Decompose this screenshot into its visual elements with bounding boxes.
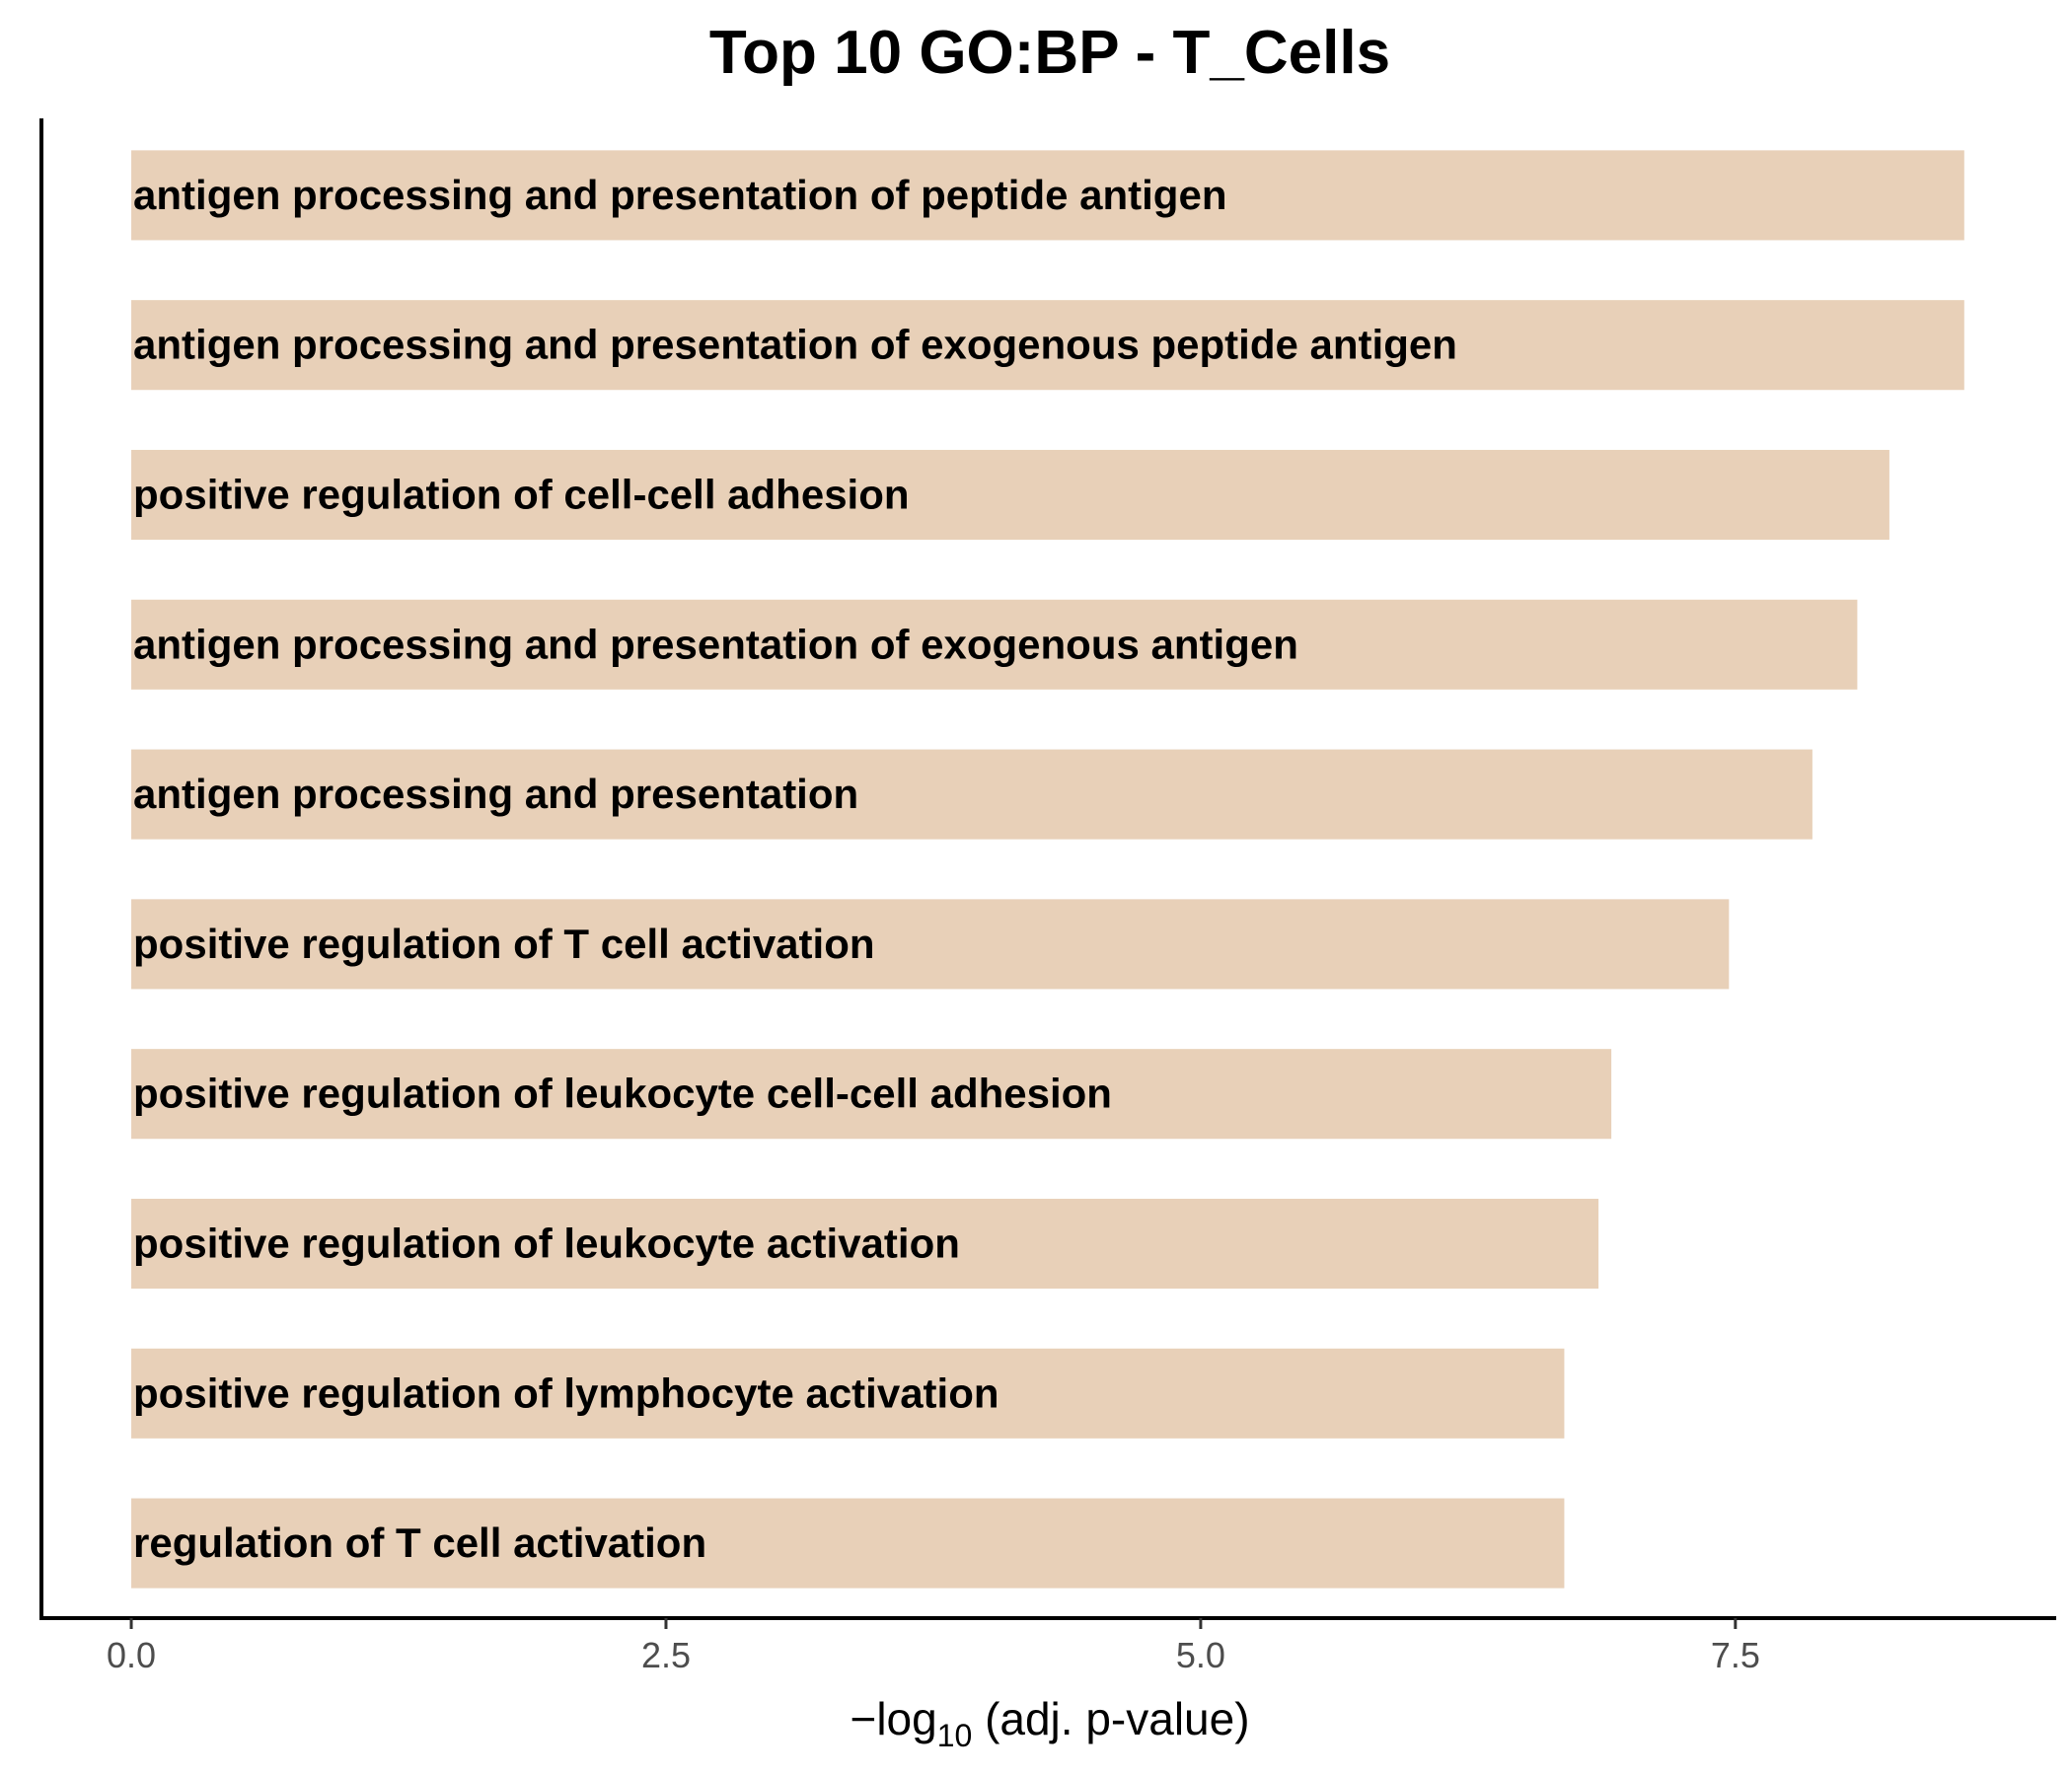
bar-label-4: antigen processing and presentation of e…	[133, 621, 1298, 667]
bar-label-2: antigen processing and presentation of e…	[133, 322, 1457, 368]
chart-title: Top 10 GO:BP - T_Cells	[709, 19, 1390, 87]
bar-8	[131, 1198, 1599, 1290]
bar-2	[131, 300, 1964, 391]
x-axis-title-prefix: −log	[850, 1693, 936, 1744]
bar-label-7: positive regulation of leukocyte cell-ce…	[133, 1071, 1112, 1117]
bar-5	[131, 749, 1813, 840]
x-tick-label-4: 7.5	[1711, 1635, 1760, 1675]
bar-label-1: antigen processing and presentation of p…	[133, 172, 1226, 218]
x-ticks-layer: 0.0 2.5 5.0 7.5	[107, 1618, 1760, 1675]
bar-1	[131, 150, 1964, 241]
bar-4	[131, 599, 1858, 690]
x-tick-label-3: 5.0	[1176, 1635, 1225, 1675]
bar-6	[131, 899, 1730, 990]
bars-layer	[131, 150, 1964, 1589]
bar-label-3: positive regulation of cell-cell adhesio…	[133, 472, 910, 518]
bar-label-8: positive regulation of leukocyte activat…	[133, 1221, 960, 1267]
x-axis-title-suffix: (adj. p-value)	[972, 1693, 1249, 1744]
bar-label-6: positive regulation of T cell activation	[133, 921, 874, 967]
x-tick-label-2: 2.5	[641, 1635, 691, 1675]
bar-label-9: positive regulation of lymphocyte activa…	[133, 1369, 999, 1416]
x-axis-title: −log10 (adj. p-value)	[850, 1693, 1249, 1753]
bar-10	[131, 1498, 1565, 1589]
bar-9	[131, 1348, 1565, 1439]
x-tick-label-1: 0.0	[107, 1635, 156, 1675]
bar-label-10: regulation of T cell activation	[133, 1519, 706, 1566]
bar-3	[131, 449, 1889, 541]
bar-7	[131, 1049, 1612, 1140]
x-axis-title-subscript: 10	[937, 1718, 973, 1753]
bar-label-5: antigen processing and presentation	[133, 771, 858, 817]
bar-labels-layer: antigen processing and presentation of p…	[133, 172, 1457, 1566]
